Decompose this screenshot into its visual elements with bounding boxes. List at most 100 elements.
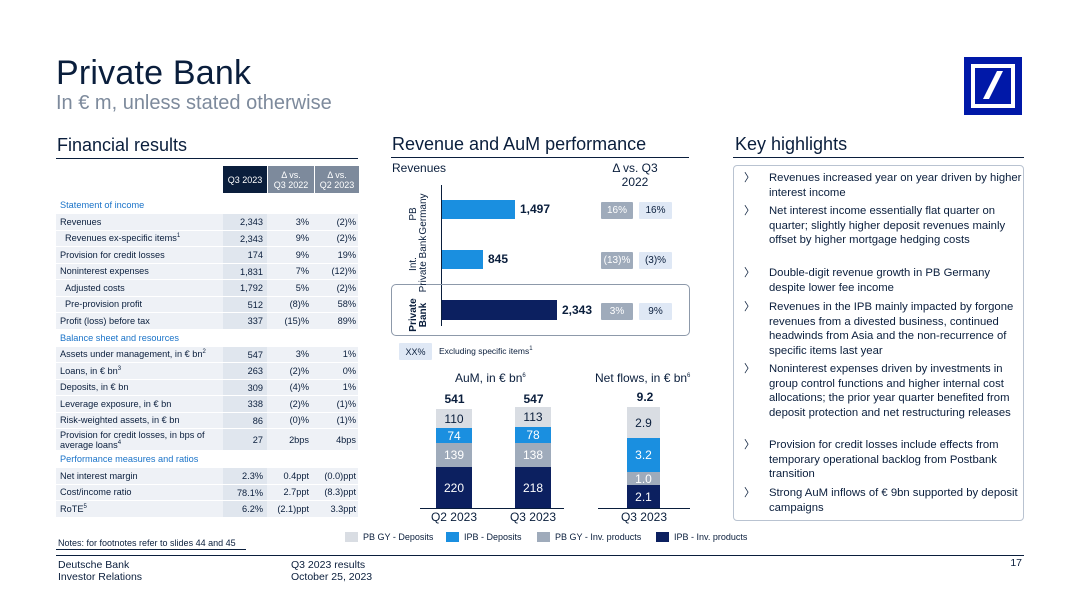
revenue-value-pb-germany: 1,497	[520, 202, 551, 216]
highlight-item: 〉 Revenues increased year on year driven …	[744, 172, 1022, 199]
chevron-right-icon: 〉	[744, 267, 755, 279]
section-statement-of-income: Statement of income	[56, 197, 358, 214]
revenue-bar-pb-germany	[442, 200, 515, 219]
netflows-pbgy-inv: 1.0	[627, 472, 660, 486]
table-row: RoTE5 6.2% (2.1)ppt 3.3ppt	[56, 501, 358, 518]
aum-q2-ipb-inv: 110	[436, 409, 472, 428]
netflows-chart-title: Net flows, in € bn6	[595, 371, 691, 385]
revenues-label: Revenues	[392, 161, 447, 175]
table-row: Provision for credit losses 174 9% 19%	[56, 247, 358, 264]
aum-q2-ipb-deposits: 74	[436, 428, 472, 443]
aum-q2-pbgy-inv: 220	[436, 467, 472, 508]
legend-swatch-pbgy-inv	[537, 532, 550, 542]
netflows-axis	[598, 508, 690, 509]
netflows-ipb-inv: 2.1	[627, 485, 660, 508]
highlight-item: 〉 Noninterest expenses driven by investme…	[744, 363, 1011, 419]
legend-label-pbgy-inv: PB GY - Inv. products	[555, 532, 642, 542]
chevron-right-icon: 〉	[744, 172, 755, 184]
financial-table: Statement of income Revenues 2,343 3% (2)% …	[56, 197, 358, 518]
delta-header: Δ vs. Q3 2022	[612, 161, 658, 189]
notes-rule	[56, 549, 246, 550]
chevron-right-icon: 〉	[744, 301, 755, 313]
revenue-bar-private-bank	[442, 300, 557, 320]
chevron-right-icon: 〉	[744, 363, 755, 375]
revenue-aum-rule	[391, 157, 689, 158]
excluding-items-legend-badge: XX%	[399, 343, 432, 360]
table-row: Pre-provision profit 512 (8)% 58%	[56, 296, 358, 313]
page-number: 17	[1010, 557, 1022, 569]
table-header: Q3 2023 Δ vs. Q3 2022 Δ vs. Q2 2023	[223, 166, 359, 193]
legend-swatch-ipb-inv	[656, 532, 669, 542]
legend-swatch-pbgy-deposits	[345, 532, 358, 542]
revenue-aum-title: Revenue and AuM performance	[392, 134, 647, 154]
delta-badge-ex-pb-germany: 16%	[639, 202, 672, 219]
highlight-item: 〉 Revenues in the IPB mainly impacted by …	[744, 301, 1014, 357]
legend-label-ipb-deposits: IPB - Deposits	[464, 532, 522, 542]
delta-badge-private-bank: 3%	[601, 303, 633, 320]
deutsche-bank-logo	[964, 57, 1022, 115]
aum-q3-ipb-deposits: 78	[515, 427, 551, 443]
page-title: Private Bank	[56, 54, 252, 92]
chevron-right-icon: 〉	[744, 439, 755, 451]
table-row: Assets under management, in € bn2 547 3% 1%	[56, 346, 358, 363]
revenue-axis	[441, 185, 442, 326]
netflows-category: Q3 2023	[620, 510, 668, 524]
highlight-item: 〉 Strong AuM inflows of € 9bn supported b…	[744, 487, 1018, 514]
highlight-item: 〉 Net interest income essentially flat qu…	[744, 205, 1006, 247]
table-row: Net interest margin 2.3% 0.4ppt (0.0)ppt	[56, 468, 358, 485]
chevron-right-icon: 〉	[744, 205, 755, 217]
table-row: Adjusted costs 1,792 5% (2)%	[56, 280, 358, 297]
aum-chart-title: AuM, in € bn6	[455, 371, 526, 385]
aum-q3-pbgy-deposits: 138	[515, 443, 551, 467]
table-row: Noninterest expenses 1,831 7% (12)%	[56, 263, 358, 280]
excluding-items-legend-text: Excluding specific items1	[439, 346, 533, 356]
footer-company: Deutsche Bank Investor Relations	[58, 559, 143, 583]
table-row: Leverage exposure, in € bn 338 (2)% (1)%	[56, 396, 358, 413]
netflows-ipb-deposits: 3.2	[627, 438, 660, 472]
table-row: Risk-weighted assets, in € bn 86 (0)% (1)%	[56, 412, 358, 429]
delta-badge-ex-private-bank: 9%	[639, 303, 672, 320]
key-highlights-rule	[733, 157, 1024, 158]
netflows-pbgy-deposits: 2.9	[627, 407, 660, 438]
section-performance: Performance measures and ratios	[56, 451, 358, 468]
delta-badge-ex-int-private-bank: (3)%	[639, 252, 672, 269]
aum-category-q3: Q3 2023	[509, 510, 557, 524]
aum-q3-pbgy-inv: 218	[515, 467, 551, 508]
footer-event: Q3 2023 results October 25, 2023	[291, 559, 373, 583]
table-row: Provision for credit losses, in bps of a…	[56, 429, 358, 451]
header-q3-2023: Q3 2023	[223, 166, 267, 193]
footer-rule	[56, 555, 1024, 556]
aum-q2-pbgy-deposits: 139	[436, 443, 472, 467]
aum-total-q2: 541	[444, 392, 465, 406]
aum-q3-ipb-inv: 113	[515, 407, 551, 427]
table-row: Profit (loss) before tax 337 (15)% 89%	[56, 313, 358, 330]
chevron-right-icon: 〉	[744, 487, 755, 499]
legend-label-pbgy-deposits: PB GY - Deposits	[363, 532, 434, 542]
financial-results-title: Financial results	[57, 135, 188, 155]
delta-badge-int-private-bank: (13)%	[601, 252, 633, 269]
bar-label-private-bank: Private Bank	[408, 298, 429, 332]
header-vs-q3-2022: Δ vs. Q3 2022	[268, 166, 314, 193]
aum-total-q3: 547	[523, 392, 544, 406]
table-row: Revenues ex-specific items1 2,343 9% (2)%	[56, 230, 358, 247]
financial-results-rule	[56, 158, 358, 159]
delta-badge-pb-germany: 16%	[601, 202, 633, 219]
legend-label-ipb-inv: IPB - Inv. products	[674, 532, 748, 542]
key-highlights-box	[733, 165, 1024, 521]
revenue-bar-int-private-bank	[442, 250, 483, 269]
table-row: Cost/income ratio 78.1% 2.7ppt (8.3)ppt	[56, 484, 358, 501]
highlight-item: 〉 Double-digit revenue growth in PB Germa…	[744, 267, 991, 294]
footnote-reference: Notes: for footnotes refer to slides 44 …	[58, 538, 236, 548]
key-highlights-title: Key highlights	[735, 134, 848, 154]
page-subtitle: In € m, unless stated otherwise	[56, 92, 332, 114]
revenue-value-private-bank: 2,343	[562, 303, 593, 317]
header-vs-q2-2023: Δ vs. Q2 2023	[315, 166, 359, 193]
section-balance-sheet: Balance sheet and resources	[56, 330, 358, 347]
highlight-item: 〉 Provision for credit losses include eff…	[744, 439, 999, 481]
aum-category-q2: Q2 2023	[430, 510, 478, 524]
table-row: Revenues 2,343 3% (2)%	[56, 214, 358, 231]
netflows-total: 9.2	[636, 390, 654, 404]
table-row: Deposits, in € bn 309 (4)% 1%	[56, 379, 358, 396]
private-bank-highlight-frame	[391, 284, 690, 336]
legend-swatch-ipb-deposits	[446, 532, 459, 542]
